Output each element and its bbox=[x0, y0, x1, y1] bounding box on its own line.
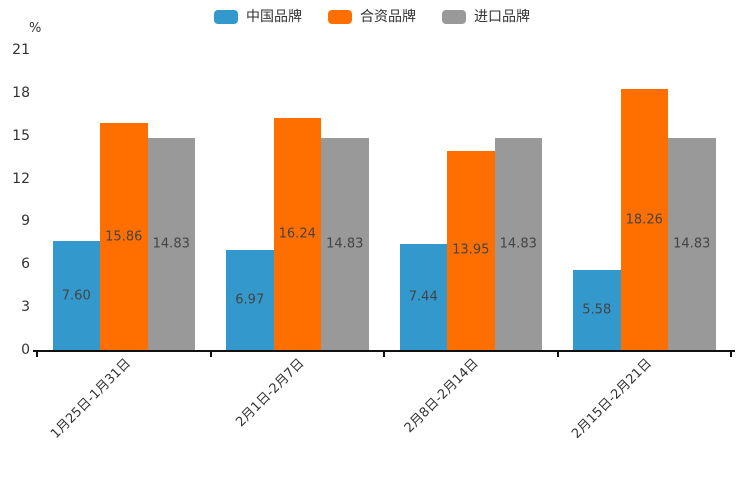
bar-合资品牌-1 bbox=[100, 123, 148, 350]
bar-进口品牌-2 bbox=[321, 138, 369, 350]
legend-marker-icon bbox=[214, 10, 238, 24]
bar-value-label: 7.60 bbox=[61, 288, 91, 304]
legend-item-2[interactable]: 合资品牌 bbox=[328, 10, 416, 24]
bar-value-label: 18.26 bbox=[625, 212, 663, 228]
bar-中国品牌-4 bbox=[573, 270, 621, 350]
x-axis-category-label: 2月1日-2月7日 bbox=[233, 356, 308, 431]
x-axis-line bbox=[33, 350, 735, 352]
bar-value-label: 7.44 bbox=[408, 289, 438, 305]
legend-marker-icon bbox=[328, 10, 352, 24]
legend-item-label: 进口品牌 bbox=[474, 9, 530, 25]
x-axis-tick-mark bbox=[36, 352, 38, 357]
legend-item-label: 合资品牌 bbox=[360, 9, 416, 25]
bar-value-label: 14.83 bbox=[673, 236, 711, 252]
legend-marker-icon bbox=[442, 10, 466, 24]
bar-中国品牌-2 bbox=[226, 250, 274, 350]
bar-合资品牌-3 bbox=[447, 150, 495, 350]
bar-value-label: 6.97 bbox=[235, 292, 265, 308]
y-axis-unit-label: % bbox=[29, 21, 42, 36]
chart-legend: 中国品牌 合资品牌 进口品牌 bbox=[0, 10, 744, 24]
bar-进口品牌-3 bbox=[494, 138, 542, 350]
bar-value-label: 16.24 bbox=[278, 226, 316, 242]
y-axis-tick-label: 6 bbox=[21, 256, 30, 273]
y-axis-tick-label: 18 bbox=[12, 84, 30, 101]
bar-进口品牌-4 bbox=[668, 138, 716, 350]
bar-value-label: 14.83 bbox=[499, 236, 537, 252]
x-axis-category-label: 1月25日-1月31日 bbox=[48, 356, 135, 442]
bar-中国品牌-3 bbox=[399, 243, 447, 350]
bar-value-label: 14.83 bbox=[152, 236, 190, 252]
x-axis-tick-mark bbox=[209, 352, 212, 357]
y-axis-tick-label: 12 bbox=[12, 170, 30, 187]
legend-item-1[interactable]: 中国品牌 bbox=[214, 10, 302, 24]
y-axis-tick-label: 0 bbox=[21, 342, 30, 358]
bar-value-label: 15.86 bbox=[105, 229, 143, 245]
bar-value-label: 13.95 bbox=[452, 242, 490, 258]
x-axis-category-label: 2月15日-2月21日 bbox=[569, 356, 655, 442]
x-axis-tick-mark bbox=[556, 352, 559, 357]
bar-合资品牌-2 bbox=[273, 118, 321, 350]
y-axis-tick-label: 3 bbox=[21, 299, 30, 316]
bar-合资品牌-4 bbox=[620, 89, 668, 350]
bar-value-label: 5.58 bbox=[582, 302, 612, 318]
x-axis-category-label: 2月8日-2月14日 bbox=[401, 356, 482, 436]
y-axis-tick-label: 21 bbox=[12, 42, 30, 58]
x-axis-tick-mark bbox=[383, 352, 385, 357]
y-axis-tick-label: 9 bbox=[21, 213, 30, 230]
legend-item-3[interactable]: 进口品牌 bbox=[442, 10, 530, 24]
x-axis-tick-mark bbox=[730, 352, 732, 357]
bar-进口品牌-1 bbox=[147, 138, 195, 350]
bar-value-label: 14.83 bbox=[326, 236, 364, 252]
legend-item-label: 中国品牌 bbox=[246, 9, 302, 25]
bar-中国品牌-1 bbox=[52, 241, 100, 350]
y-axis-tick-label: 15 bbox=[12, 127, 30, 144]
